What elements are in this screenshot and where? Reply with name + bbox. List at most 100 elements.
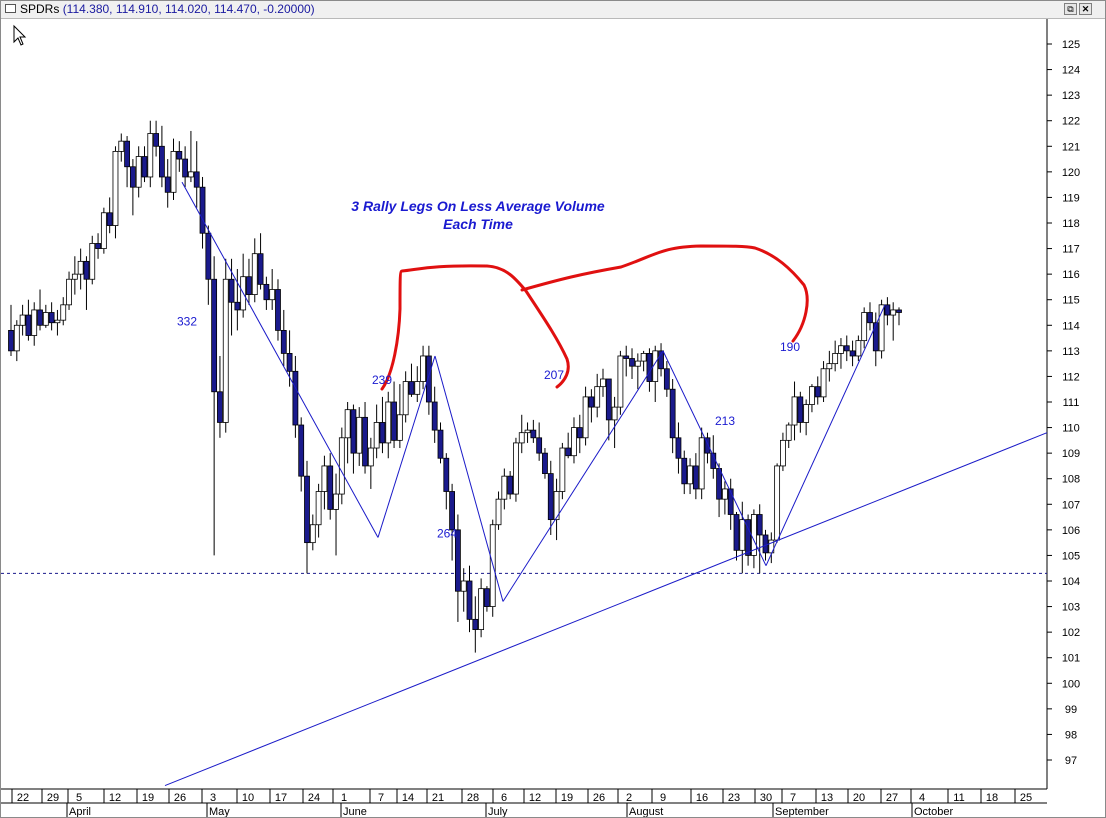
candle-down	[669, 388, 676, 439]
x-tick-label: 18	[986, 792, 998, 804]
candle-down	[530, 429, 537, 439]
candle-down	[193, 171, 200, 188]
candle-up	[791, 396, 798, 426]
candle-up	[338, 437, 345, 495]
x-tick-label: 28	[467, 792, 479, 804]
candle-down	[425, 355, 432, 403]
candle-down	[762, 534, 769, 554]
candle-up	[414, 381, 421, 395]
trend-line	[502, 350, 664, 602]
candle-up	[188, 171, 194, 178]
y-tick-label: 116	[1062, 269, 1080, 281]
restore-icon[interactable]: ⧉	[1064, 3, 1077, 15]
x-tick-label: 14	[402, 792, 414, 804]
x-tick-label: 21	[432, 792, 444, 804]
x-tick-label: 27	[886, 792, 898, 804]
candle-down	[797, 396, 804, 423]
candle-up	[582, 396, 589, 439]
candle-down	[658, 350, 664, 370]
candle-up	[112, 150, 119, 226]
y-tick-label: 114	[1062, 320, 1080, 332]
x-tick-label: 6	[501, 792, 507, 804]
quote-label: (114.380, 114.910, 114.020, 114.470, -0.…	[62, 2, 315, 16]
volume-annotation: 332	[177, 314, 197, 328]
candle-down	[106, 212, 113, 226]
candle-down	[727, 488, 734, 515]
y-tick-label: 97	[1065, 755, 1077, 767]
candle-up	[832, 353, 839, 365]
chart-title-bar-text: SPDRs (114.380, 114.910, 114.020, 114.47…	[20, 2, 315, 16]
candle-down	[576, 427, 583, 439]
candle-down	[867, 312, 873, 324]
candle-up	[344, 409, 351, 439]
candle-down	[745, 519, 751, 556]
volume-annotation: 190	[780, 340, 800, 354]
symbol-label: SPDRs	[20, 2, 60, 16]
trend-line	[377, 355, 436, 538]
candle-down	[843, 345, 850, 352]
candle-up	[774, 465, 781, 541]
x-tick-label: 1	[341, 792, 347, 804]
candle-down	[211, 278, 218, 393]
candle-up	[170, 150, 177, 193]
volume-annotation: 264	[437, 527, 457, 541]
volume-annotation: 213	[715, 414, 735, 428]
candle-up	[71, 273, 78, 280]
title-bar: SPDRs (114.380, 114.910, 114.020, 114.47…	[1, 1, 1105, 19]
candle-up	[367, 447, 374, 467]
candle-up	[460, 580, 467, 592]
candle-down	[542, 452, 548, 474]
y-tick-label: 122	[1062, 116, 1080, 128]
candle-down	[896, 309, 902, 313]
candle-down	[704, 437, 711, 454]
candle-down	[431, 401, 438, 431]
candle-up	[89, 243, 96, 280]
candle-down	[507, 475, 514, 495]
window-icon[interactable]	[5, 4, 16, 13]
candle-up	[222, 278, 229, 423]
candle-down	[25, 314, 32, 336]
plot-area[interactable]	[3, 19, 1047, 789]
candle-up	[333, 493, 339, 510]
x-tick-label: 20	[853, 792, 865, 804]
y-tick-label: 100	[1062, 678, 1080, 690]
candle-up	[100, 212, 107, 249]
candle-down	[443, 457, 450, 492]
candle-down	[884, 304, 891, 316]
candle-down	[182, 158, 189, 178]
candle-down	[164, 176, 171, 193]
candle-down	[327, 465, 334, 510]
candle-up	[309, 524, 316, 544]
x-tick-label: 4	[919, 792, 925, 804]
trend-line	[181, 181, 379, 538]
trend-line	[434, 355, 504, 602]
trend-line	[662, 350, 767, 566]
y-tick-label: 117	[1062, 244, 1080, 256]
candle-down	[257, 253, 264, 285]
candle-down	[246, 276, 252, 296]
candle-down	[263, 283, 270, 301]
y-tick-label: 101	[1062, 653, 1080, 665]
candle-down	[449, 491, 455, 531]
y-tick-label: 120	[1062, 167, 1080, 179]
x-tick-label: 7	[790, 792, 796, 804]
candle-down	[629, 358, 635, 367]
candle-down	[681, 457, 688, 485]
candle-up	[687, 465, 693, 485]
candle-up	[640, 353, 647, 362]
candle-up	[13, 324, 20, 352]
candle-up	[826, 363, 833, 370]
y-tick-label: 107	[1062, 499, 1080, 511]
x-tick-label: 29	[47, 792, 59, 804]
trend-line	[164, 432, 1048, 787]
candle-down	[437, 429, 444, 459]
volume-annotation: 239	[372, 373, 392, 387]
candle-down	[298, 424, 305, 477]
candle-up	[251, 253, 258, 296]
close-icon[interactable]: ✕	[1079, 3, 1092, 15]
candle-down	[872, 322, 879, 352]
candle-up	[820, 368, 827, 398]
y-tick-label: 105	[1062, 550, 1080, 562]
candle-down	[304, 475, 310, 544]
price-chart[interactable]: 9798991001011021031041051061071081091101…	[1, 19, 1105, 817]
